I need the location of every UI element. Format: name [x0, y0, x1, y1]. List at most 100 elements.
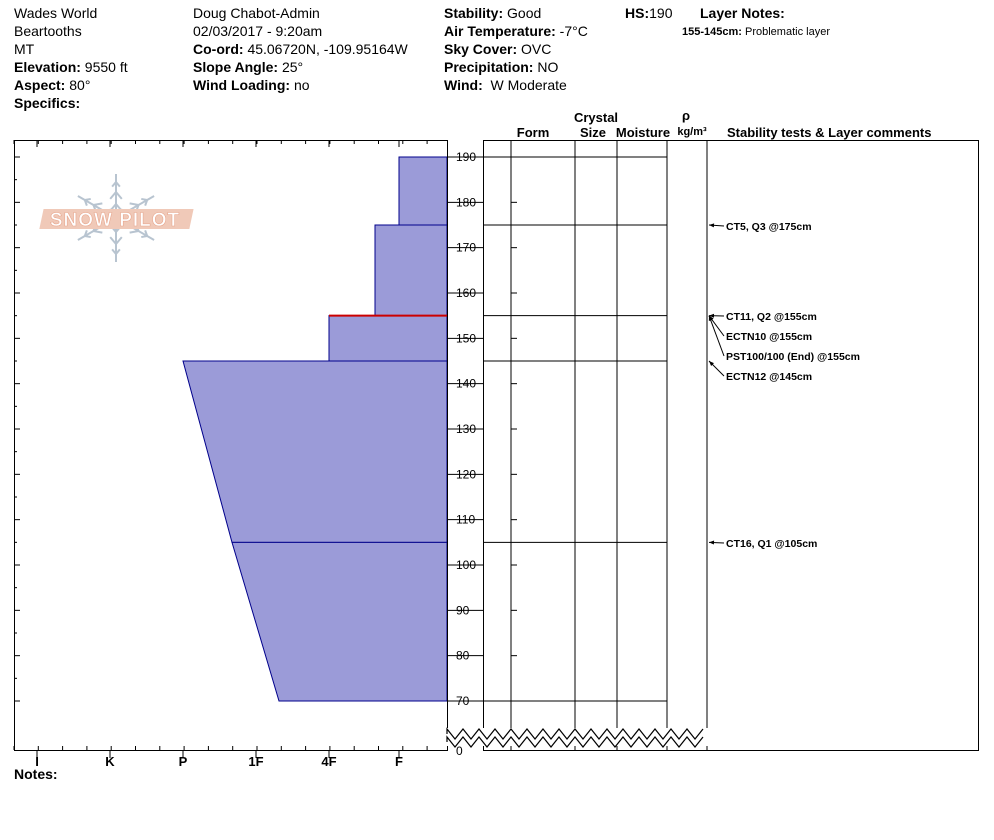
observer-name: Doug Chabot-Admin: [193, 5, 320, 21]
header-col-site: Wades World Beartooths MT Elevation: 955…: [14, 4, 128, 112]
state-name: MT: [14, 41, 35, 57]
depth-label: 100: [456, 558, 476, 572]
hardness-layer-1: [374, 224, 448, 317]
hs-label: HS:: [625, 5, 650, 21]
depth-label: 130: [456, 422, 476, 436]
depth-label: 140: [456, 377, 476, 391]
col-rho-header: ρ: [682, 108, 690, 123]
elevation-value: 9550 ft: [84, 59, 128, 75]
wind-value: W Moderate: [490, 77, 567, 93]
stability-test-label: CT11, Q2 @155cm: [726, 311, 817, 323]
hardness-layer-4: [231, 541, 448, 702]
hardness-label: 4F: [321, 754, 336, 769]
hardness-label: F: [395, 754, 403, 769]
layer-notes-label: Layer Notes:: [700, 5, 785, 21]
slope-label: Slope Angle:: [193, 59, 279, 75]
depth-label: 90: [456, 603, 470, 617]
layer-note-range: 155-145cm:: [682, 26, 742, 38]
stability-test-label: ECTN12 @145cm: [726, 371, 812, 383]
stability-test-label: CT16, Q1 @105cm: [726, 538, 817, 550]
depth-axis: 190 180 170 160 150 140 130 120 110 100 90 80 70 0: [447, 150, 483, 758]
wind-loading-row: Wind Loading: no: [193, 76, 408, 94]
precip-label: Precipitation:: [444, 59, 534, 75]
wind-label: Wind:: [444, 77, 483, 93]
hardness-profile: [182, 156, 448, 702]
depth-label: 190: [456, 150, 476, 164]
wind-loading-value: no: [293, 77, 310, 93]
test-arrow: [709, 540, 715, 545]
coord-row: Co-ord: 45.06720N, -109.95164W: [193, 40, 408, 58]
hardness-label: 1F: [248, 754, 263, 769]
col-crystal-header: Crystal: [574, 110, 618, 125]
hs-value: 190: [649, 5, 673, 21]
snowpilot-logo: SNOW PILOT: [39, 174, 194, 262]
elevation-label: Elevation:: [14, 59, 81, 75]
coord-value: 45.06720N, -109.95164W: [247, 41, 408, 57]
test-arrow: [708, 313, 715, 318]
depth-label: 180: [456, 195, 476, 209]
col-comments-header: Stability tests & Layer comments: [727, 125, 931, 140]
test-arrow: [709, 361, 714, 366]
stability-test-label: CT5, Q3 @175cm: [726, 221, 812, 233]
depth-label: 80: [456, 649, 470, 663]
hardness-label: I: [35, 754, 39, 769]
layer-table-frame: [483, 140, 979, 751]
air-temp-value: -7°C: [559, 23, 588, 39]
test-arrow: [709, 223, 715, 228]
sky-value: OVC: [521, 41, 552, 57]
hs-row: HS:190: [625, 4, 672, 22]
slope-value: 25°: [281, 59, 304, 75]
hardness-axis: I K P 1F 4F F: [13, 140, 428, 769]
hardness-frame: [14, 140, 448, 751]
col-size-header: Size: [580, 125, 606, 140]
layer-notes-title: Layer Notes:: [700, 4, 785, 22]
sky-label: Sky Cover:: [444, 41, 518, 57]
col-moisture-header: Moisture: [616, 125, 670, 140]
stability-row: Stability: Good: [444, 4, 588, 22]
depth-label: 110: [456, 513, 475, 527]
stability-value: Good: [507, 5, 542, 21]
axis-break-zigzag-bottom: [446, 735, 704, 748]
precip-value: NO: [537, 59, 559, 75]
header-col-conditions: Stability: Good Air Temperature: -7°C Sk…: [444, 4, 588, 94]
col-form-header: Form: [517, 125, 550, 140]
stability-label: Stability:: [444, 5, 504, 21]
wind-row: Wind: W Moderate: [444, 76, 588, 94]
depth-label: 170: [456, 241, 476, 255]
wind-loading-label: Wind Loading:: [193, 77, 291, 93]
notes-row: Notes:: [14, 765, 58, 783]
slope-row: Slope Angle: 25°: [193, 58, 408, 76]
specifics-row: Specifics:: [14, 94, 128, 112]
coord-label: Co-ord:: [193, 41, 244, 57]
col-density-unit: kg/m³: [677, 126, 707, 138]
header-col-observer: Doug Chabot-Admin 02/03/2017 - 9:20am Co…: [193, 4, 408, 94]
stability-test-label: PST100/100 (End) @155cm: [726, 351, 860, 363]
layer-note-text: Problematic layer: [745, 26, 830, 38]
test-arrow: [708, 315, 713, 322]
hardness-label: K: [105, 754, 115, 769]
axis-break-zigzag-top: [446, 727, 704, 740]
layer-note: 155-145cm: Problematic layer: [682, 23, 830, 41]
precip-row: Precipitation: NO: [444, 58, 588, 76]
notes-label: Notes:: [14, 766, 58, 782]
layer-table: [446, 140, 708, 750]
depth-label: 120: [456, 467, 476, 481]
air-temp-label: Air Temperature:: [444, 23, 556, 39]
hardness-layer-3: [182, 360, 448, 543]
range-name: Beartooths: [14, 23, 82, 39]
depth-label: 160: [456, 286, 476, 300]
stability-test-label: ECTN10 @155cm: [726, 331, 812, 343]
location-name: Wades World: [14, 5, 98, 21]
air-temp-row: Air Temperature: -7°C: [444, 22, 588, 40]
hardness-layer-0: [398, 156, 448, 226]
aspect-row: Aspect: 80°: [14, 76, 128, 94]
test-pointer: [708, 315, 725, 357]
depth-label-zero: 0: [456, 744, 463, 758]
logo-text: SNOW PILOT: [50, 210, 180, 231]
aspect-label: Aspect:: [14, 77, 66, 93]
depth-label: 150: [456, 331, 476, 345]
depth-label: 70: [456, 694, 470, 708]
specifics-label: Specifics:: [14, 95, 81, 111]
hardness-layer-2: [328, 315, 448, 362]
